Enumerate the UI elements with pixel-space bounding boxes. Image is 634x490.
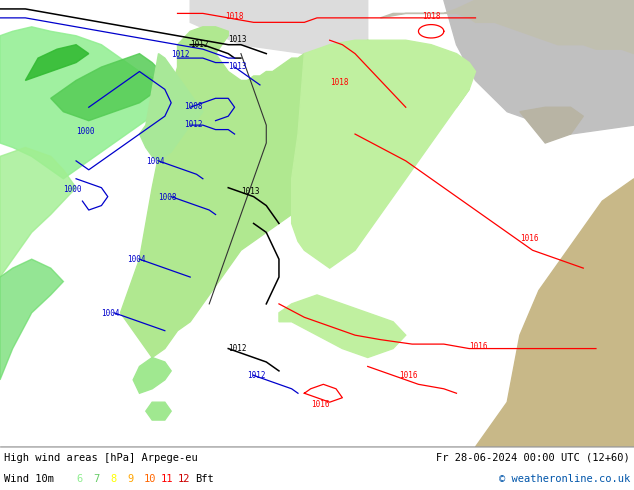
Text: 8: 8 (110, 474, 116, 484)
Text: 1008: 1008 (158, 193, 177, 202)
Polygon shape (380, 0, 634, 53)
Text: 1008: 1008 (184, 102, 202, 112)
Text: 1000: 1000 (63, 185, 82, 194)
Text: 1018: 1018 (330, 78, 348, 87)
Text: © weatheronline.co.uk: © weatheronline.co.uk (499, 474, 630, 484)
Polygon shape (520, 107, 583, 143)
Text: Wind 10m: Wind 10m (4, 474, 54, 484)
Text: 1004: 1004 (127, 255, 145, 264)
Text: 12: 12 (178, 474, 190, 484)
Text: 1012: 1012 (184, 121, 202, 129)
Text: 11: 11 (161, 474, 174, 484)
Polygon shape (444, 0, 634, 134)
Text: 1013: 1013 (228, 62, 247, 71)
Text: 1016: 1016 (469, 342, 488, 350)
Polygon shape (146, 402, 171, 420)
Text: 1012: 1012 (247, 370, 266, 380)
Text: 1016: 1016 (520, 234, 538, 244)
Polygon shape (133, 358, 171, 393)
Text: 1004: 1004 (146, 157, 164, 166)
Text: 1004: 1004 (101, 309, 120, 318)
Polygon shape (0, 259, 63, 380)
Polygon shape (51, 53, 165, 121)
Text: 1016: 1016 (311, 400, 329, 409)
Polygon shape (190, 0, 368, 53)
Text: Bft: Bft (195, 474, 214, 484)
Polygon shape (120, 27, 469, 358)
Text: Fr 28-06-2024 00:00 UTC (12+60): Fr 28-06-2024 00:00 UTC (12+60) (436, 453, 630, 463)
Text: 1012: 1012 (171, 50, 190, 59)
Text: 1013: 1013 (228, 35, 247, 45)
Text: 10: 10 (144, 474, 157, 484)
Text: 1012: 1012 (228, 344, 247, 353)
Text: 1018: 1018 (225, 12, 244, 21)
Text: 7: 7 (93, 474, 100, 484)
Text: 1016: 1016 (399, 370, 418, 380)
Text: 1000: 1000 (76, 127, 94, 136)
Polygon shape (279, 295, 406, 358)
Polygon shape (0, 27, 178, 179)
Polygon shape (476, 179, 634, 447)
Polygon shape (139, 53, 203, 161)
Text: High wind areas [hPa] Arpege-eu: High wind areas [hPa] Arpege-eu (4, 453, 198, 463)
Text: 1013: 1013 (241, 187, 259, 196)
Text: 1018: 1018 (422, 12, 441, 21)
Text: 1012: 1012 (190, 40, 209, 49)
Polygon shape (292, 40, 476, 268)
Polygon shape (25, 45, 89, 80)
Text: 6: 6 (76, 474, 82, 484)
Polygon shape (0, 147, 76, 277)
Text: 9: 9 (127, 474, 133, 484)
